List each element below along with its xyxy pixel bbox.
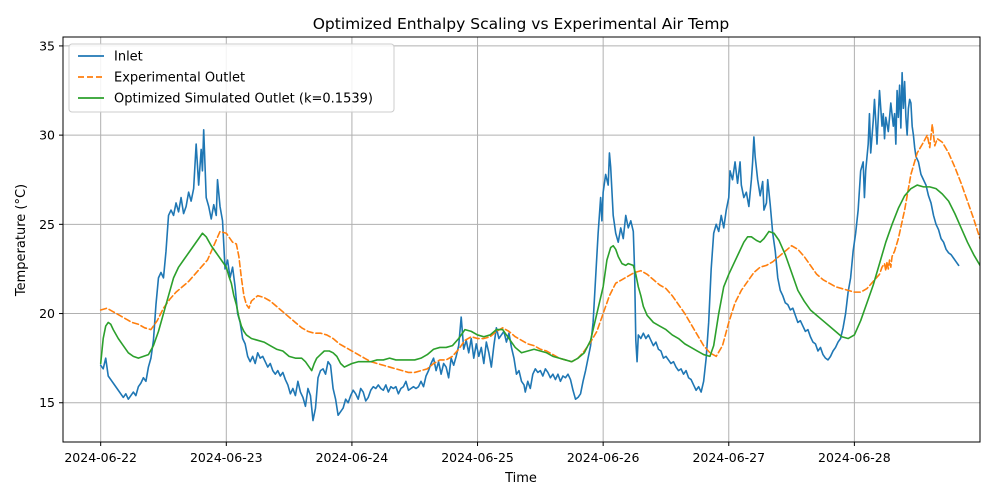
legend-entry-experimental-outlet: Experimental Outlet (78, 71, 245, 86)
y-tick-label: 15 (39, 395, 55, 410)
x-tick-label: 2024-06-26 (567, 450, 640, 465)
experimental-outlet-series-line (99, 123, 980, 374)
x-axis: 2024-06-22 2024-06-23 2024-06-24 2024-06-25… (64, 442, 891, 465)
y-tick-label: 35 (39, 38, 55, 53)
legend: Inlet Experimental Outlet Optimized Simula… (68, 43, 395, 113)
inlet-series-line (99, 71, 960, 422)
y-tick-label: 25 (39, 217, 55, 232)
x-axis-label: Time (504, 471, 537, 486)
series-layer (99, 71, 980, 422)
plot-frame (62, 36, 981, 443)
y-tick-label: 30 (39, 128, 55, 143)
x-tick-label: 2024-06-28 (818, 450, 891, 465)
x-tick-label: 2024-06-23 (190, 450, 263, 465)
legend-label: Experimental Outlet (114, 71, 245, 86)
y-tick-label: 20 (39, 306, 55, 321)
legend-entry-simulated-outlet: Optimized Simulated Outlet (k=0.1539) (78, 92, 373, 107)
y-axis-label: Temperature (°C) (14, 184, 29, 297)
x-tick-label: 2024-06-24 (316, 450, 389, 465)
legend-label: Optimized Simulated Outlet (k=0.1539) (114, 92, 373, 107)
legend-box (68, 43, 395, 113)
x-tick-label: 2024-06-25 (441, 450, 514, 465)
x-tick-label: 2024-06-22 (64, 450, 137, 465)
x-tick-label: 2024-06-27 (692, 450, 765, 465)
legend-label: Inlet (114, 50, 143, 65)
chart-title: Optimized Enthalpy Scaling vs Experiment… (313, 15, 730, 33)
y-axis: 15 20 25 30 35 (39, 38, 63, 410)
legend-entry-inlet: Inlet (78, 50, 143, 65)
simulated-outlet-series-line (99, 184, 980, 372)
